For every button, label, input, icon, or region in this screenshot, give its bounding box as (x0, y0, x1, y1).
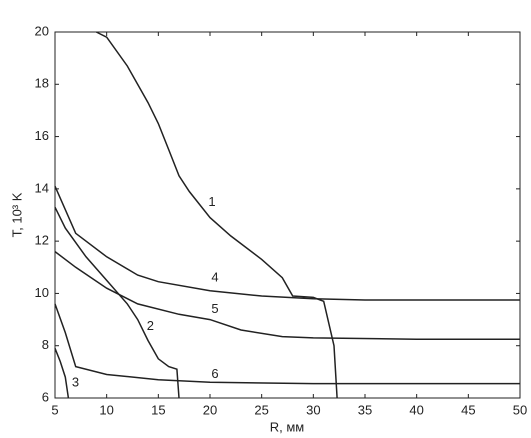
x-tick-label: 5 (51, 402, 58, 417)
x-tick-label: 50 (513, 402, 527, 417)
curve (54, 185, 520, 301)
y-tick-label: 12 (35, 233, 49, 248)
y-tick-label: 14 (35, 180, 49, 195)
x-tick-label: 20 (203, 402, 217, 417)
curve-label: 3 (72, 374, 79, 389)
curve (95, 31, 338, 399)
x-axis-label: R, мм (270, 419, 305, 434)
x-tick-label: 15 (151, 402, 165, 417)
curve (54, 348, 70, 399)
y-axis-label: T, 10³ K (9, 192, 24, 237)
curve-label: 5 (211, 301, 218, 316)
curve (54, 251, 520, 340)
y-tick-label: 6 (42, 389, 49, 404)
y-tick-label: 10 (35, 285, 49, 300)
curve-label: 6 (211, 366, 218, 381)
curve-label: 4 (211, 269, 218, 284)
y-tick-label: 18 (35, 76, 49, 91)
y-tick-label: 8 (42, 337, 49, 352)
x-tick-label: 10 (99, 402, 113, 417)
y-tick-label: 20 (35, 23, 49, 38)
curve (54, 206, 180, 399)
curve (54, 303, 520, 385)
y-tick-label: 16 (35, 128, 49, 143)
curve-label: 1 (208, 194, 215, 209)
curve-label: 2 (147, 318, 154, 333)
x-tick-label: 45 (461, 402, 475, 417)
x-tick-label: 35 (358, 402, 372, 417)
x-tick-label: 40 (409, 402, 423, 417)
x-tick-label: 30 (306, 402, 320, 417)
x-tick-label: 25 (254, 402, 268, 417)
plot-frame (54, 31, 521, 399)
